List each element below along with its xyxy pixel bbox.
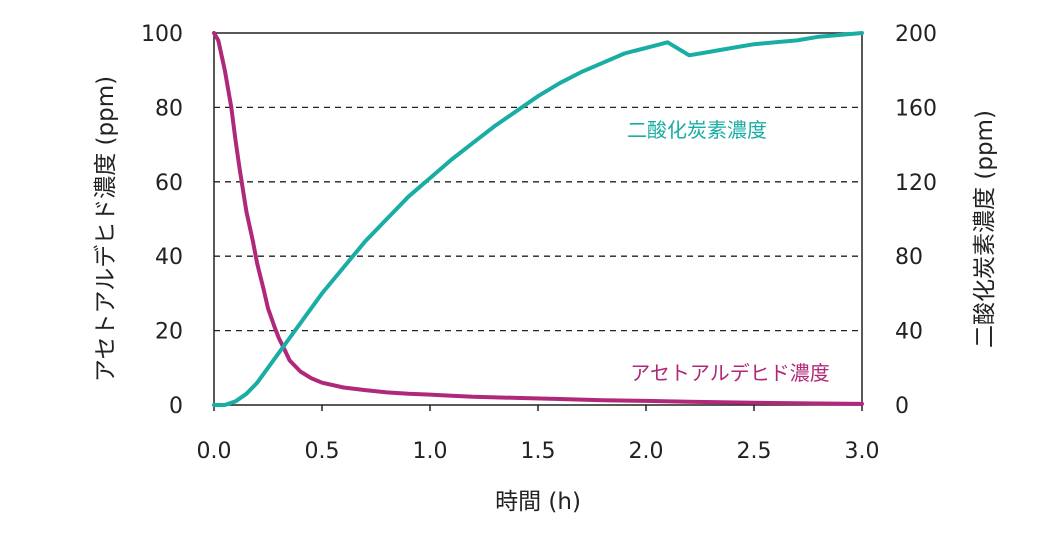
y-left-tick-label: 80 (155, 96, 183, 121)
plot-area-frame (213, 32, 863, 406)
x-axis-ticks: 0.0 0.5 1.0 1.5 2.0 2.5 3.0 (197, 405, 880, 464)
y-right-tick-label: 40 (895, 320, 923, 345)
x-tick-label: 0.0 (197, 439, 232, 464)
y-left-axis-title: アセトアルデヒド濃度 (ppm) (93, 76, 119, 382)
y-left-axis-ticks: 0 20 40 60 80 100 (141, 22, 183, 419)
x-tick-label: 3.0 (845, 439, 880, 464)
y-left-tick-label: 20 (155, 320, 183, 345)
x-tick-label: 1.5 (521, 439, 556, 464)
series-line-co2 (212, 31, 864, 407)
y-right-axis-title: 二酸化炭素濃度 (ppm) (972, 110, 998, 348)
y-right-tick-label: 200 (895, 22, 937, 47)
x-tick-label: 0.5 (305, 439, 340, 464)
series-label-co2: 二酸化炭素濃度 (627, 118, 767, 142)
y-left-tick-label: 100 (141, 22, 183, 47)
y-left-tick-label: 0 (169, 394, 183, 419)
y-right-tick-label: 120 (895, 171, 937, 196)
x-tick-label: 2.5 (737, 439, 772, 464)
y-right-axis-ticks: 0 40 80 120 160 200 (895, 22, 937, 419)
y-right-tick-label: 160 (895, 96, 937, 121)
series-lines (212, 31, 864, 407)
series-line-acetaldehyde (212, 31, 864, 406)
series-label-acetaldehyde: アセトアルデヒド濃度 (630, 361, 829, 385)
y-right-tick-label: 80 (895, 245, 923, 270)
x-axis-title: 時間 (h) (495, 489, 581, 515)
x-tick-label: 1.0 (413, 439, 448, 464)
y-left-tick-label: 40 (155, 245, 183, 270)
y-left-tick-label: 60 (155, 171, 183, 196)
y-right-tick-label: 0 (895, 394, 909, 419)
gridlines (214, 106, 862, 332)
x-tick-label: 2.0 (629, 439, 664, 464)
